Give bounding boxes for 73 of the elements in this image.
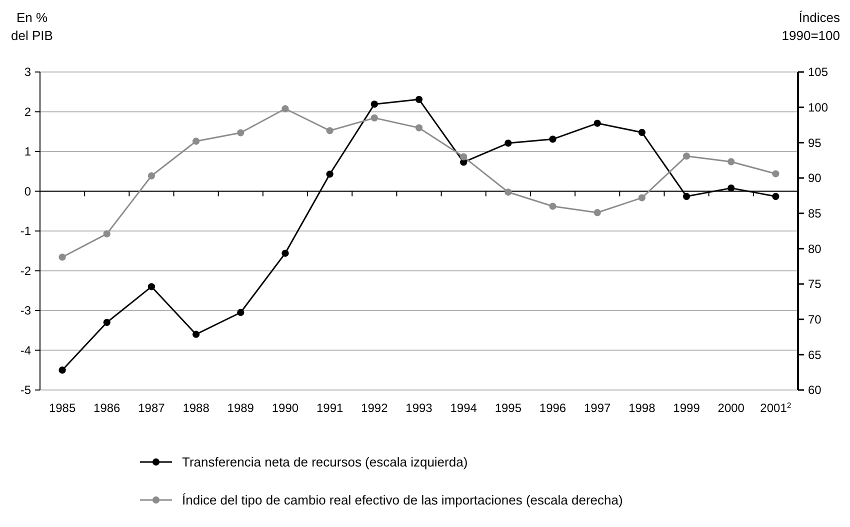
- point: [638, 194, 646, 202]
- point: [549, 136, 556, 143]
- x-tick-label: 1989: [227, 401, 254, 415]
- point: [148, 283, 156, 290]
- x-tick-label: 1999: [673, 401, 700, 415]
- x-tick-label: 2001$^{2}$: [760, 400, 792, 415]
- y2-tick-label: 65: [808, 348, 822, 362]
- point: [728, 184, 735, 192]
- point: [282, 105, 289, 112]
- point: [504, 188, 512, 196]
- point: [148, 172, 156, 180]
- x-tick-label: 1991: [316, 401, 344, 415]
- point: [237, 129, 244, 136]
- point: [415, 124, 423, 132]
- point: [638, 128, 646, 136]
- point: [192, 330, 200, 338]
- x-tick-label: 1992: [361, 401, 388, 415]
- x-tick-label: 1997: [584, 401, 612, 415]
- x-tick-label: 1993: [406, 401, 433, 415]
- x-tick-label: 1994: [450, 401, 478, 415]
- point: [549, 202, 556, 210]
- y2-tick-label: 70: [808, 312, 822, 327]
- x-tick-label: 1996: [539, 401, 566, 415]
- point: [594, 120, 601, 127]
- point: [103, 318, 110, 326]
- y2-tick-label: 80: [808, 242, 822, 256]
- y-tick-label: 2: [24, 104, 32, 119]
- x-tick-label: 1988: [182, 401, 210, 415]
- x-tick-label: 1990: [272, 401, 299, 415]
- y-tick-label: -2: [20, 264, 32, 278]
- y-tick-label: 0: [24, 184, 32, 198]
- y2-tick-label: 100: [808, 100, 828, 115]
- y-tick-label: 3: [24, 65, 32, 80]
- point: [682, 192, 690, 200]
- y-tick-label: 1: [24, 144, 32, 159]
- point: [594, 209, 601, 216]
- x-tick-label: 1985: [48, 401, 76, 415]
- y-tick-label: -1: [20, 224, 32, 238]
- y-axis-title: En % del PIB: [11, 10, 53, 43]
- y2-tick-label: 85: [808, 206, 822, 221]
- point: [370, 114, 378, 122]
- y2-tick-label: 105: [808, 65, 828, 80]
- point: [772, 192, 780, 200]
- point: [728, 158, 735, 166]
- y2-tick-label: 75: [808, 277, 822, 292]
- point: [682, 152, 690, 160]
- x-tick-label: 1998: [628, 401, 656, 415]
- point: [192, 138, 200, 145]
- y2-tick-label: 90: [808, 171, 822, 186]
- y2-tick-label: 60: [808, 383, 822, 398]
- y-tick-label: -5: [20, 383, 32, 398]
- point: [326, 170, 334, 178]
- legend-label: Transferencia neta de recursos (escala izquierda): [182, 454, 468, 470]
- y-tick-label: -3: [20, 304, 32, 318]
- point: [504, 140, 512, 147]
- x-tick-label: 2000: [718, 401, 745, 415]
- y2-axis-title: Índices 1990=100: [782, 10, 840, 43]
- point: [58, 366, 66, 374]
- x-tick-label: 1995: [494, 401, 522, 415]
- point: [460, 153, 468, 160]
- point: [282, 250, 289, 257]
- point: [237, 308, 244, 316]
- x-tick-label: 1986: [94, 401, 121, 415]
- legend-label: Índice del tipo de cambio real efectivo de las importaciones (escala derecha): [182, 492, 623, 508]
- point: [326, 127, 334, 134]
- y2-tick-label: 95: [808, 136, 822, 150]
- x-tick-label: 1987: [138, 401, 166, 415]
- point: [370, 100, 378, 108]
- point: [58, 254, 66, 261]
- point: [103, 230, 110, 238]
- point: [772, 170, 780, 178]
- point: [415, 96, 423, 103]
- y-tick-label: -4: [20, 343, 32, 358]
